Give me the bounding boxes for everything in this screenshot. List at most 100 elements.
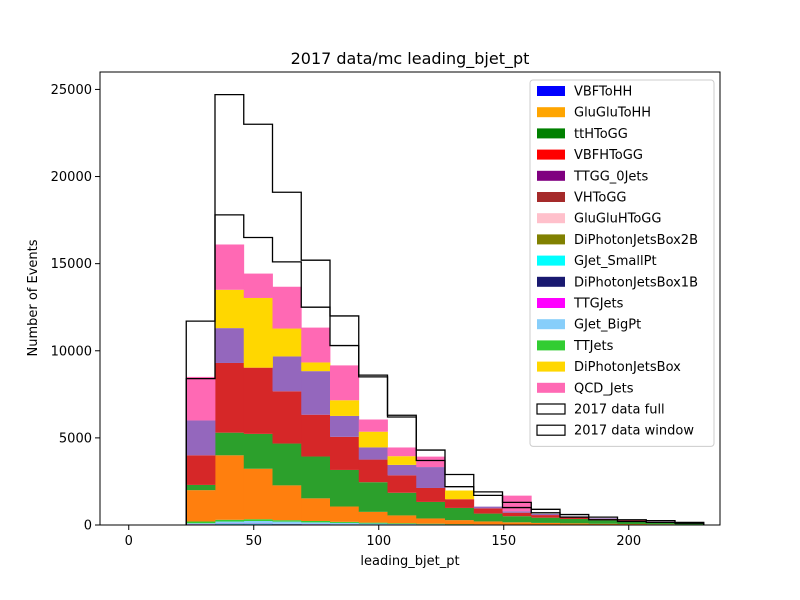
y-tick-label-10000: 10000 (51, 344, 92, 359)
bar-s11-b8 (358, 523, 388, 525)
bar-s15-b2 (186, 455, 216, 485)
legend-swatch-11 (537, 319, 565, 330)
bar-s13-b11 (445, 520, 475, 525)
bar-s16-b12 (473, 506, 503, 509)
legend-label-9: DiPhotonJetsBox1B (574, 275, 698, 290)
bar-s14-b5 (272, 443, 302, 486)
legend-swatch-3 (537, 149, 565, 160)
legend-label-15: 2017 data full (574, 403, 665, 418)
bar-s16-b14 (531, 514, 561, 516)
bar-s15-b3 (215, 362, 245, 433)
bar-s11-b5 (272, 521, 302, 524)
bar-s15-b4 (243, 367, 273, 434)
bar-s12-b2 (186, 521, 216, 524)
bar-s14-b14 (531, 517, 561, 523)
bar-s16-b13 (502, 511, 532, 513)
bar-s16-b8 (358, 447, 388, 460)
bar-s13-b12 (473, 521, 503, 525)
legend-label-0: VBFToHH (574, 85, 632, 100)
bar-s13-b5 (272, 485, 302, 521)
legend-label-1: GluGluToHH (574, 106, 651, 121)
bar-s14-b2 (186, 484, 216, 491)
x-tick-label-200: 200 (616, 534, 641, 549)
bar-s15-b14 (531, 515, 561, 518)
bar-s13-b10 (416, 518, 446, 524)
bar-s12-b4 (243, 519, 273, 521)
bar-s16-b3 (215, 328, 245, 363)
bar-s15-b8 (358, 459, 388, 483)
legend-swatch-6 (537, 213, 565, 224)
legend-label-11: GJet_BigPt (574, 318, 641, 333)
bar-s16-b9 (387, 464, 417, 476)
bar-s8-b3 (215, 524, 245, 525)
bar-s13-b2 (186, 490, 216, 522)
bar-s14-b7 (330, 469, 360, 507)
bar-s16-b16 (588, 518, 618, 519)
legend-label-13: DiPhotonJetsBox (574, 360, 681, 375)
bar-s14-b12 (473, 513, 503, 522)
bar-s18-b9 (387, 447, 417, 457)
legend-swatch-10 (537, 298, 565, 308)
legend-swatch-0 (537, 86, 565, 96)
bar-s14-b13 (502, 516, 532, 523)
bar-s14-b8 (358, 482, 388, 512)
bar-s11-b7 (330, 522, 360, 525)
bar-s12-b3 (215, 519, 245, 522)
x-tick-label-50: 50 (245, 534, 262, 549)
bar-s17-b11 (445, 490, 475, 500)
legend-label-4: TTGG_0Jets (573, 169, 649, 184)
bar-s13-b4 (243, 468, 273, 520)
legend: VBFToHH GluGluToHH ttHToGG VBFHToGG TTGG_0Je… (529, 79, 715, 447)
bar-s11-b4 (243, 520, 273, 524)
bar-s16-b2 (186, 420, 216, 456)
bar-s15-b9 (387, 475, 417, 493)
legend-label-5: VHToGG (574, 191, 627, 206)
legend-label-6: GluGluHToGG (574, 212, 661, 227)
bar-s16-b6 (301, 371, 331, 415)
legend-swatch-9 (537, 276, 565, 287)
y-axis-ticks: 0 5000 10000 15000 20000 25000 (51, 83, 100, 534)
data-overlays (185, 94, 705, 525)
bar-s15-b15 (560, 517, 590, 519)
chart-title: 2017 data/mc leading_bjet_pt (291, 49, 530, 69)
bar-s18-b6 (301, 327, 331, 363)
bar-s14-b4 (243, 433, 273, 469)
bar-s14-b11 (445, 507, 475, 521)
legend-swatch-15 (536, 403, 566, 415)
legend-swatch-7 (537, 234, 565, 245)
bar-s14-b6 (301, 456, 331, 499)
bar-s17-b7 (330, 400, 360, 416)
overlay-line-1 (185, 214, 705, 525)
bar-s17-b3 (215, 289, 245, 329)
legend-swatch-2 (537, 128, 565, 139)
y-tick-label-15000: 15000 (51, 257, 92, 272)
x-axis-ticks: 0 50 100 150 200 (125, 525, 641, 549)
bar-s11-b6 (301, 522, 331, 525)
legend-label-3: VBFHToGG (574, 148, 643, 163)
bar-s13-b15 (560, 523, 590, 525)
legend-swatch-5 (537, 192, 565, 202)
bar-s18-b3 (215, 244, 245, 290)
bar-s11-b3 (215, 521, 245, 524)
bar-s14-b3 (215, 432, 245, 456)
legend-swatch-4 (537, 170, 565, 181)
bar-s12-b8 (358, 522, 388, 524)
bar-s14-b17 (617, 521, 647, 525)
legend-swatch-16 (536, 424, 566, 436)
y-tick-label-5000: 5000 (59, 431, 92, 446)
bar-s13-b8 (358, 511, 388, 523)
bar-s18-b4 (243, 273, 273, 298)
bar-s11-b9 (387, 523, 417, 525)
legend-label-8: GJet_SmallPt (574, 254, 657, 269)
bar-s17-b4 (243, 297, 273, 368)
bar-s13-b13 (502, 522, 532, 525)
bar-s18-b13 (502, 495, 532, 512)
bar-s13-b16 (588, 523, 618, 525)
bar-s17-b9 (387, 456, 417, 465)
bar-s18-b8 (358, 419, 388, 432)
legend-label-7: DiPhotonJetsBox2B (574, 233, 698, 248)
legend-swatch-13 (537, 361, 565, 372)
legend-frame (529, 79, 715, 447)
bar-s15-b10 (416, 487, 446, 502)
